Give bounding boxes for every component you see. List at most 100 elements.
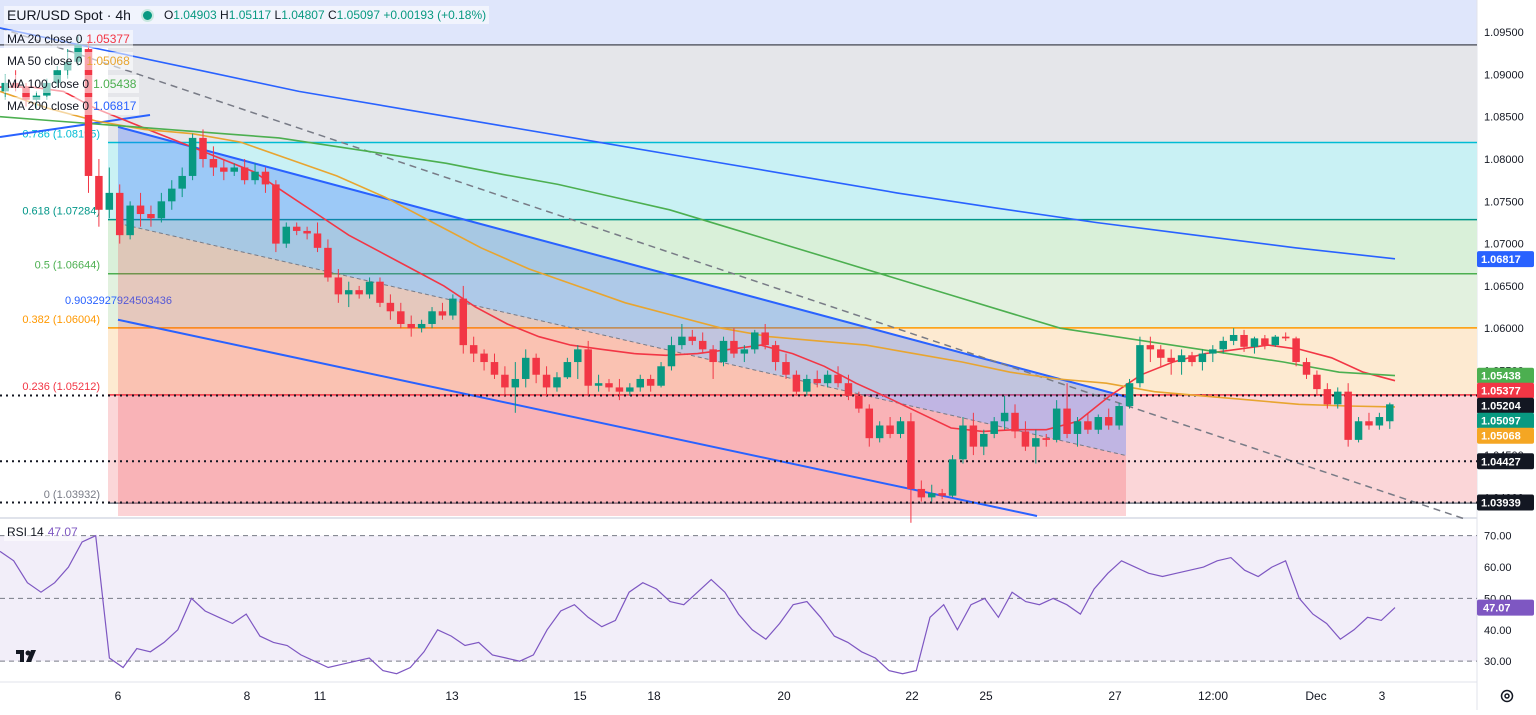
candle: [844, 374, 853, 401]
candle: [1219, 336, 1227, 354]
candle-body: [469, 345, 478, 354]
horizontal-lines[interactable]: [0, 44, 1477, 504]
price-label[interactable]: 1.05377: [1477, 382, 1534, 399]
candle: [199, 129, 207, 168]
price-label[interactable]: 1.05068: [1477, 427, 1534, 444]
candle-body: [948, 459, 957, 496]
candle-body: [1375, 417, 1384, 426]
candle: [365, 277, 374, 299]
price-tick-label: 1.07500: [1484, 196, 1524, 208]
candle-body: [324, 247, 332, 278]
candle: [376, 277, 384, 308]
candle-body: [334, 277, 343, 295]
candle: [813, 370, 821, 388]
candle-body: [1063, 408, 1071, 434]
candle-body: [698, 340, 707, 350]
fib-level-label: 0 (1.03932): [44, 489, 100, 501]
price-label[interactable]: 1.04427: [1477, 453, 1534, 470]
candle-body: [657, 366, 665, 386]
candle-body: [584, 349, 592, 386]
candle: [157, 192, 166, 223]
time-axis[interactable]: 6 8 11 13 15 18 20 22 25 27 12:00 Dec 3: [115, 689, 1386, 703]
ma100-legend[interactable]: MA 100 close 0 1.05438: [4, 75, 140, 93]
ma200-label: MA 200 close 0: [7, 99, 90, 113]
candle-body: [407, 323, 415, 329]
candle-body: [553, 377, 561, 388]
candle: [459, 285, 468, 354]
candle: [1063, 383, 1071, 439]
price-axis[interactable]: 1.09500 1.09000 1.08500 1.08000 1.07500 1.070…: [1477, 27, 1534, 511]
candle-body: [1292, 338, 1300, 363]
price-label[interactable]: 1.05438: [1477, 367, 1534, 384]
candle-body: [771, 345, 780, 363]
price-label[interactable]: 1.05097: [1477, 412, 1534, 429]
channel-lower-line[interactable]: [117, 318, 1038, 517]
candle-body: [1386, 404, 1394, 422]
candle: [1250, 336, 1259, 354]
channel-upper-line[interactable]: [117, 125, 1127, 398]
candle: [1146, 336, 1155, 363]
candle: [688, 329, 697, 346]
rsi-value-label[interactable]: 47.07: [1477, 599, 1534, 616]
candle-body: [865, 408, 874, 439]
candle: [990, 417, 998, 439]
ma50-legend[interactable]: MA 50 close 0 1.05068: [4, 52, 133, 70]
candle-body: [220, 167, 228, 172]
candle: [865, 404, 874, 447]
candle-body: [178, 175, 186, 189]
candle-body: [844, 383, 853, 396]
candle: [657, 362, 665, 388]
candle-body: [1167, 357, 1175, 363]
ma20-legend[interactable]: MA 20 close 0 1.05377: [4, 30, 133, 48]
price-label[interactable]: 1.06817: [1477, 251, 1534, 268]
ma200-legend[interactable]: MA 200 close 0 1.06817: [4, 97, 140, 115]
candle-body: [209, 159, 218, 168]
candle-body: [542, 374, 551, 388]
candle-body: [1011, 412, 1019, 432]
price-label[interactable]: 1.05204: [1477, 397, 1534, 414]
rsi-legend[interactable]: RSI 14 47.07: [4, 523, 81, 541]
candle-body: [511, 378, 520, 388]
symbol-header[interactable]: EUR/USD Spot · 4h O1.04903 H1.05117 L1.0…: [4, 6, 490, 24]
gear-icon[interactable]: [1499, 688, 1515, 709]
candle-body: [1354, 421, 1363, 440]
time-tick-label: 18: [647, 689, 661, 703]
symbol-name[interactable]: EUR/USD Spot: [7, 7, 103, 23]
candle: [1302, 357, 1311, 379]
candle-body: [355, 290, 363, 295]
candle: [886, 417, 894, 439]
candle: [490, 353, 499, 379]
candle: [407, 315, 415, 337]
candle-body: [646, 378, 655, 386]
candle-body: [147, 214, 155, 219]
candle: [126, 201, 134, 240]
candle-body: [1073, 421, 1082, 434]
rsi-value-text: 47.07: [1483, 603, 1511, 615]
timeframe[interactable]: 4h: [115, 7, 131, 23]
candle: [678, 323, 686, 350]
candle: [438, 302, 447, 320]
candle-body: [490, 362, 499, 375]
candle: [1188, 351, 1196, 367]
trend-line-short[interactable]: [0, 114, 151, 139]
candle-body: [1136, 345, 1144, 384]
price-label-text: 1.05097: [1481, 416, 1521, 428]
price-label[interactable]: 1.03939: [1477, 494, 1534, 511]
candle: [282, 222, 291, 248]
candle: [1229, 328, 1238, 346]
candle: [1136, 336, 1144, 388]
candle: [105, 167, 114, 219]
candle-body: [1032, 438, 1040, 447]
channel-mid-line[interactable]: [117, 222, 1127, 457]
candle: [1000, 395, 1009, 430]
candle-body: [1229, 334, 1238, 341]
candle-body: [1104, 417, 1113, 426]
tradingview-logo-icon[interactable]: [16, 648, 40, 669]
candle-body: [709, 349, 717, 363]
fibonacci-retracement[interactable]: 0.786 (1.08195)0.618 (1.07284)0.5 (1.066…: [22, 44, 1477, 504]
candle-body: [22, 87, 30, 100]
trend-line-dashed[interactable]: [0, 27, 1467, 521]
